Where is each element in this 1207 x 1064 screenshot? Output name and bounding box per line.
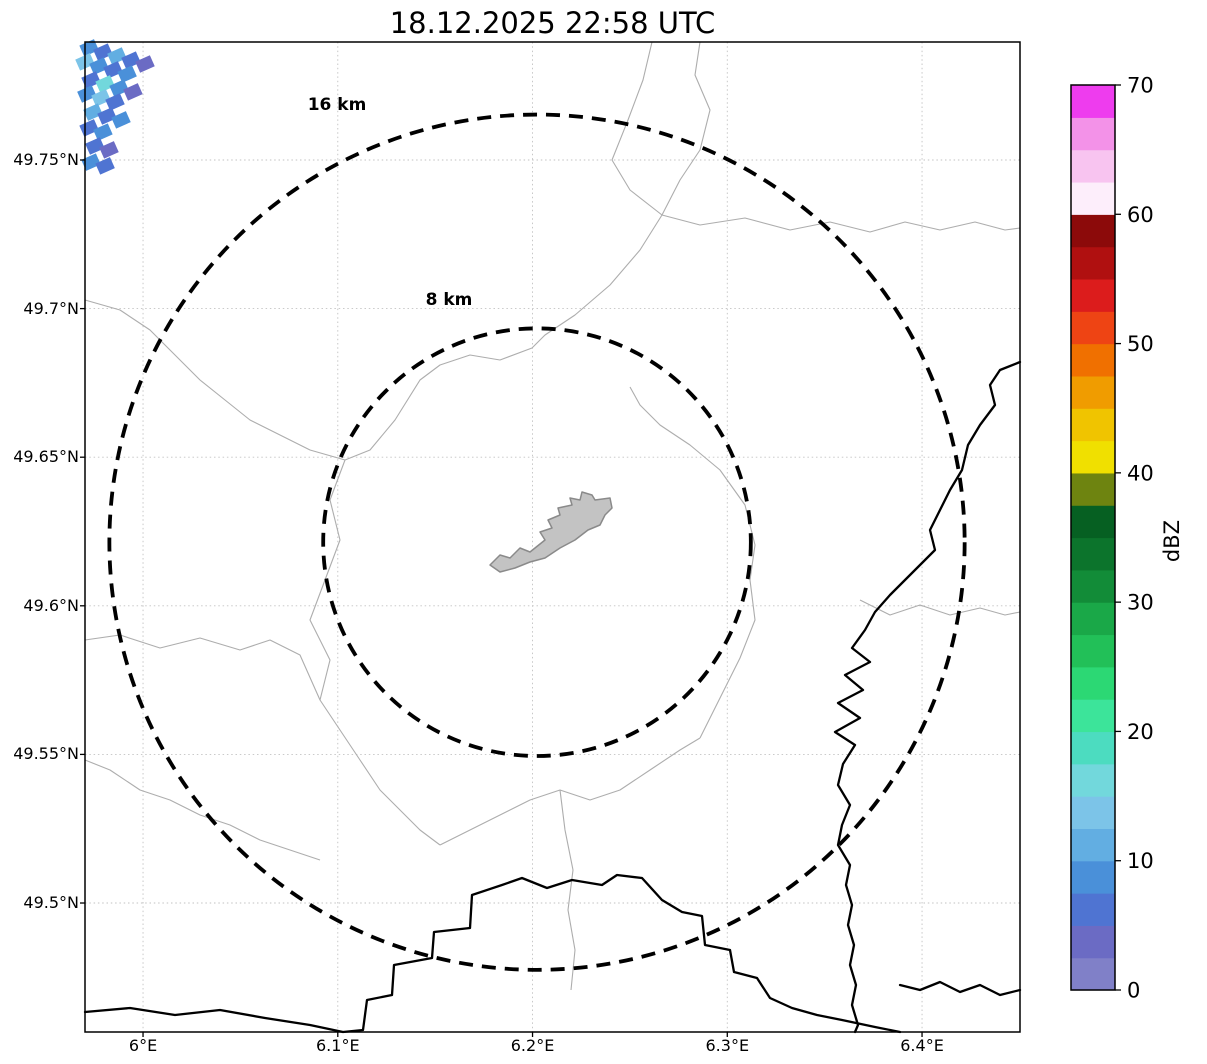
radar-echo-cell xyxy=(81,71,101,89)
colorbar-segment xyxy=(1071,634,1115,668)
colorbar-segment xyxy=(1071,569,1115,603)
radar-echo-cell xyxy=(97,107,117,125)
radar-echo-cell xyxy=(103,61,123,79)
radar-echo-cell xyxy=(95,75,115,93)
colorbar-axis-label: dBZ xyxy=(1160,519,1184,563)
admin-boundary-line xyxy=(84,634,321,701)
admin-boundary-line xyxy=(84,299,346,461)
range-ring-8km xyxy=(321,326,753,758)
x-tick-label: 6°E xyxy=(128,1036,158,1055)
colorbar-segment xyxy=(1071,666,1115,700)
colorbar-segment xyxy=(1071,828,1115,862)
colorbar-segment xyxy=(1071,893,1115,926)
radar-echo-cell xyxy=(99,141,119,159)
radar-echo-cell xyxy=(111,111,131,129)
y-tick-label: 49.6°N xyxy=(23,595,79,615)
colorbar-tick-label: 20 xyxy=(1127,720,1154,744)
radar-echo-cell xyxy=(107,47,127,65)
admin-boundary-line xyxy=(629,386,756,739)
radar-echo-cell xyxy=(79,119,99,137)
colorbar-segment xyxy=(1071,472,1115,506)
colorbar-tick-label: 30 xyxy=(1127,591,1154,615)
colorbar-segment xyxy=(1071,214,1115,248)
colorbar-segment xyxy=(1071,505,1115,539)
radar-echo-cell xyxy=(79,39,99,57)
radar-echo-cell xyxy=(123,83,143,101)
range-ring-16km xyxy=(107,112,967,972)
radar-echo-cell xyxy=(93,43,113,61)
colorbar-segment xyxy=(1071,375,1115,409)
radar-echo-cell xyxy=(83,103,103,121)
colorbar-segment xyxy=(1071,311,1115,345)
chart-title: 18.12.2025 22:58 UTC xyxy=(389,6,716,40)
admin-boundary-line xyxy=(439,737,701,846)
admin-boundary-line xyxy=(661,41,711,216)
radar-echo-cell xyxy=(77,85,97,103)
colorbar-segment xyxy=(1071,699,1115,733)
radar-echo-cell xyxy=(121,51,141,69)
admin-boundary-line xyxy=(84,759,321,861)
y-tick-label: 49.55°N xyxy=(13,744,79,764)
colorbar-tick-label: 70 xyxy=(1127,74,1154,98)
admin-boundary-line xyxy=(309,459,441,846)
country-border-line xyxy=(83,873,902,1034)
colorbar-segment xyxy=(1071,957,1115,991)
colorbar-segment xyxy=(1071,440,1115,474)
radar-echo-cell xyxy=(117,65,137,83)
radar-echo-cell xyxy=(109,79,129,97)
radar-echo-cell xyxy=(89,57,109,75)
radar-echo-cell xyxy=(95,157,115,175)
admin-boundary-line xyxy=(344,41,663,461)
admin-boundary-line xyxy=(559,789,576,991)
plot-frame xyxy=(84,41,1021,1033)
colorbar-segment xyxy=(1071,537,1115,571)
admin-boundary-line xyxy=(859,599,1021,616)
y-tick-label: 49.75°N xyxy=(13,149,79,169)
range-ring-label: 8 km xyxy=(426,290,473,310)
colorbar-tick-label: 50 xyxy=(1127,332,1154,356)
x-tick-label: 6.3°E xyxy=(705,1036,750,1055)
y-tick-label: 49.5°N xyxy=(23,893,79,912)
x-tick-label: 6.4°E xyxy=(900,1036,944,1055)
radar-echo-cell xyxy=(91,89,111,107)
country-border-line xyxy=(833,360,1022,1034)
colorbar-frame xyxy=(1070,84,1116,991)
colorbar-tick-label: 60 xyxy=(1127,203,1154,227)
y-tick-label: 49.65°N xyxy=(13,447,79,467)
colorbar-segment xyxy=(1071,343,1115,377)
radar-echo-cell xyxy=(85,137,105,155)
colorbar-segment xyxy=(1071,796,1115,829)
colorbar-tick-label: 0 xyxy=(1127,979,1140,1003)
colorbar-segment xyxy=(1071,278,1115,312)
x-tick-label: 6.1°E xyxy=(316,1036,360,1055)
country-border-line xyxy=(898,980,1022,997)
colorbar-tick-label: 10 xyxy=(1127,849,1154,873)
radar-echo-cell xyxy=(93,123,113,141)
colorbar-segment xyxy=(1071,763,1115,797)
colorbar-tick-label: 40 xyxy=(1127,461,1154,485)
admin-boundary-line xyxy=(661,214,1021,233)
colorbar-segment xyxy=(1071,408,1115,442)
colorbar-segment xyxy=(1071,731,1115,765)
colorbar-segment xyxy=(1071,181,1115,215)
colorbar-segment xyxy=(1071,246,1115,280)
y-tick-label: 49.7°N xyxy=(23,298,79,318)
colorbar-segment xyxy=(1071,602,1115,636)
colorbar-segment xyxy=(1071,117,1115,151)
airport-outline xyxy=(489,491,613,573)
radar-echo-cell xyxy=(81,153,101,171)
colorbar-segment xyxy=(1071,85,1115,118)
colorbar: 0 10 20 30 40 50 60 70 xyxy=(1070,74,1154,1003)
range-ring-label: 16 km xyxy=(308,95,367,115)
colorbar-segment xyxy=(1071,149,1115,183)
radar-echo-cell xyxy=(135,55,155,73)
radar-map-plot: 8 km 16 km xyxy=(75,39,1022,1037)
radar-echo-cell xyxy=(105,93,125,111)
colorbar-segment xyxy=(1071,925,1115,959)
x-tick-label: 6.2°E xyxy=(510,1036,555,1055)
colorbar-segment xyxy=(1071,860,1115,894)
